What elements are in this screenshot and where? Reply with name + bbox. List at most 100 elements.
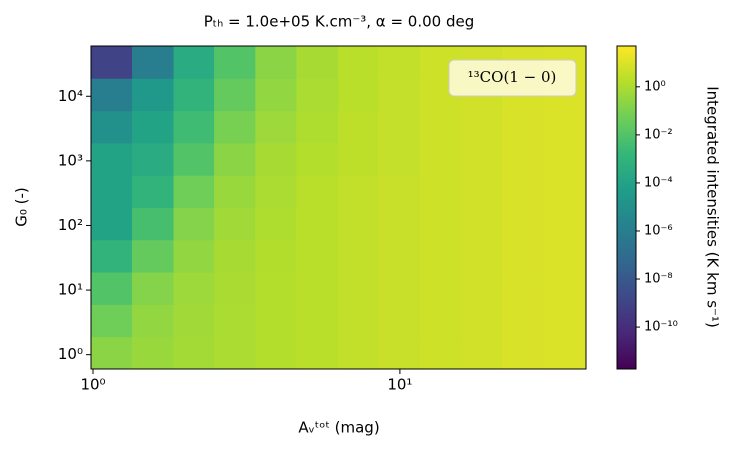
heatmap-cell — [132, 175, 175, 208]
heatmap-cell — [296, 239, 339, 273]
heatmap-cell — [255, 272, 297, 305]
heatmap-cell — [338, 336, 379, 370]
annotation: ¹³CO(1 − 0) — [468, 68, 557, 86]
heatmap-cell — [91, 239, 133, 273]
heatmap-cell — [296, 207, 339, 241]
heatmap-cell — [338, 272, 379, 305]
heatmap-cell — [543, 272, 587, 305]
plot-frame — [90, 45, 587, 370]
heatmap-cell — [255, 239, 297, 273]
heatmap-cell — [255, 175, 297, 208]
heatmap-cell — [419, 272, 462, 305]
heatmap-cell — [378, 175, 421, 208]
colorbar-tick-label: 10⁰ — [644, 79, 666, 94]
colorbar-tick-label: 10⁻⁸ — [644, 272, 673, 287]
heatmap-cell — [419, 336, 462, 370]
colorbar — [616, 45, 637, 370]
heatmap-cell — [501, 336, 544, 370]
heatmap-cell — [460, 304, 503, 338]
heatmap-cell — [91, 207, 133, 241]
heatmap-cell — [173, 110, 215, 144]
y-axis-label: G₀ (-) — [13, 187, 31, 227]
heatmap-cell — [91, 336, 133, 370]
heatmap-cell — [419, 239, 462, 273]
heatmap-cell — [419, 110, 462, 144]
heatmap-cell — [460, 142, 503, 176]
y-tick-label: 10² — [58, 216, 83, 234]
heatmap-cell — [378, 142, 421, 176]
heatmap-cell — [338, 239, 379, 273]
colorbar-label: Integrated intensities (K km s⁻¹) — [704, 86, 722, 328]
y-tick-label: 10¹ — [58, 281, 83, 299]
heatmap-cell — [338, 142, 379, 176]
heatmap-cell — [173, 207, 215, 241]
heatmap-cell — [338, 78, 379, 112]
heatmap-cell — [378, 239, 421, 273]
heatmap-cell — [214, 175, 256, 208]
heatmap-cell — [296, 142, 339, 176]
heatmap-cell — [501, 239, 544, 273]
heatmap-cell — [173, 46, 215, 79]
heatmap-cell — [255, 207, 297, 241]
heatmap-cell — [338, 175, 379, 208]
heatmap-cell — [214, 239, 256, 273]
heatmap-cell — [378, 304, 421, 338]
heatmap-cell — [460, 239, 503, 273]
heatmap-cell — [173, 142, 215, 176]
heatmap-cell — [460, 110, 503, 144]
heatmap-cell — [132, 110, 175, 144]
heatmap-cell — [214, 46, 256, 79]
heatmap-cell — [378, 46, 421, 79]
heatmap-cell — [173, 304, 215, 338]
heatmap-cell — [91, 175, 133, 208]
x-tick-label: 10¹ — [387, 376, 412, 394]
heatmap-cell — [132, 207, 175, 241]
heatmap-cell — [338, 304, 379, 338]
heatmap-cell — [543, 110, 587, 144]
heatmap-cell — [214, 207, 256, 241]
heatmap-cell — [460, 272, 503, 305]
y-tick-label: 10⁰ — [58, 345, 83, 363]
heatmap-cell — [214, 272, 256, 305]
heatmap-cell — [91, 78, 133, 112]
heatmap-cell — [460, 336, 503, 370]
heatmap-cell — [501, 175, 544, 208]
heatmap-cell — [338, 110, 379, 144]
heatmap-cell — [501, 272, 544, 305]
heatmap-cell — [214, 78, 256, 112]
heatmap-cell — [378, 78, 421, 112]
heatmap-cell — [132, 142, 175, 176]
heatmap-cell — [296, 78, 339, 112]
heatmap — [91, 46, 587, 370]
x-axis-label: Aᵥᵗᵒᵗ (mag) — [298, 419, 379, 437]
heatmap-cell — [255, 336, 297, 370]
heatmap-cell — [378, 272, 421, 305]
heatmap-cell — [132, 239, 175, 273]
heatmap-cell — [173, 78, 215, 112]
heatmap-cell — [543, 142, 587, 176]
heatmap-cell — [501, 110, 544, 144]
colorbar-tick-label: 10⁻⁴ — [644, 175, 673, 190]
heatmap-cell — [419, 175, 462, 208]
heatmap-cell — [296, 46, 339, 79]
heatmap-cell — [214, 110, 256, 144]
heatmap-cell — [501, 142, 544, 176]
x-tick-label: 10⁰ — [80, 376, 105, 394]
heatmap-cell — [338, 46, 379, 79]
heatmap-cell — [501, 304, 544, 338]
heatmap-cell — [255, 142, 297, 176]
heatmap-cell — [296, 336, 339, 370]
heatmap-cell — [173, 175, 215, 208]
heatmap-cell — [501, 207, 544, 241]
heatmap-cell — [214, 304, 256, 338]
chart-title: Pₜₕ = 1.0e+05 K.cm⁻³, α = 0.00 deg — [204, 13, 475, 31]
heatmap-cell — [378, 336, 421, 370]
heatmap-cell — [132, 272, 175, 305]
heatmap-cell — [378, 207, 421, 241]
heatmap-cell — [91, 272, 133, 305]
heatmap-cell — [543, 239, 587, 273]
heatmap-cell — [91, 142, 133, 176]
heatmap-cell — [543, 336, 587, 370]
colorbar-tick-label: 10⁻¹⁰ — [644, 320, 678, 335]
